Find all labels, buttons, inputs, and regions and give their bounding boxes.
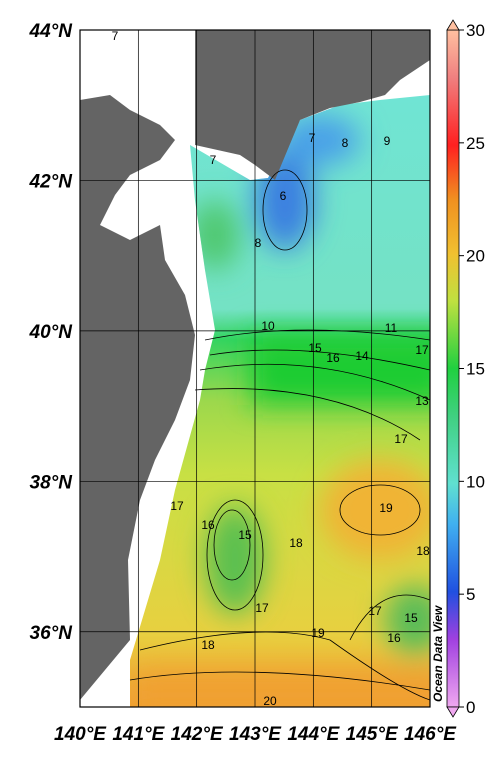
lon-tick-label: 142°E [171,724,224,745]
contour-label: 17 [415,343,429,357]
contour-label: 8 [342,136,349,150]
contour-label: 15 [404,611,418,625]
contour-label: 15 [238,528,252,542]
plot-frame [79,29,431,708]
contour-label: 18 [416,544,430,558]
contour-label: 16 [201,518,215,532]
colorbar-tick-label: 5 [466,585,475,604]
colorbar-tick-label: 10 [466,472,485,491]
colorbar-tick-label: 15 [466,360,485,379]
contour-label: 19 [379,501,393,515]
contour-label: 10 [261,319,275,333]
lon-tick-label: 143°E [229,724,282,745]
contour-label: 11 [385,321,398,335]
colorbar-arrow-bottom [446,706,460,718]
lat-tick-label: 44°N [29,21,74,42]
contour-label: 7 [112,29,119,43]
field-patches [130,115,430,707]
contour-label: 16 [326,351,340,365]
contour-label: 7 [309,131,316,145]
colorbar-tick-label: 0 [466,698,475,717]
contour-label: 17 [170,499,184,513]
lat-tick-label: 42°N [29,171,74,192]
colorbar-tick-label: 30 [466,21,485,40]
colorbar-tick-label: 20 [466,247,485,266]
colorbar [446,29,460,708]
lat-tick-label: 40°N [29,322,74,343]
lon-tick-label: 141°E [112,724,165,745]
contour-label: 15 [308,341,322,355]
plot-area [80,30,430,707]
contour-label: 9 [384,134,391,148]
contour-label: 14 [355,349,369,363]
contour-label: 18 [201,638,215,652]
lon-tick-label: 146°E [404,724,457,745]
contour-label: 19 [311,626,325,640]
contour-label: 17 [255,601,269,615]
contours [129,169,430,701]
lat-tick-label: 36°N [30,623,74,644]
lat-tick-label: 38°N [30,472,74,493]
hokkaido [195,30,430,180]
contour-label: 7 [210,153,217,167]
contour-label: 6 [280,189,287,203]
contour-label: 18 [289,536,303,550]
contour-label: 17 [368,604,382,618]
lon-tick-label: 140°E [54,724,107,745]
colorbar-arrow-top [446,19,460,31]
colorbar-tick-label: 25 [466,134,485,153]
honshu [80,95,195,700]
contour-label: 20 [263,694,277,708]
contour-label: 13 [415,394,429,408]
lon-tick-label: 145°E [346,724,399,745]
contour-label: 8 [255,236,262,250]
contour-label: 16 [387,631,401,645]
lon-tick-label: 144°E [287,724,340,745]
watermark: Ocean Data View [431,605,445,702]
contour-label: 17 [394,432,408,446]
